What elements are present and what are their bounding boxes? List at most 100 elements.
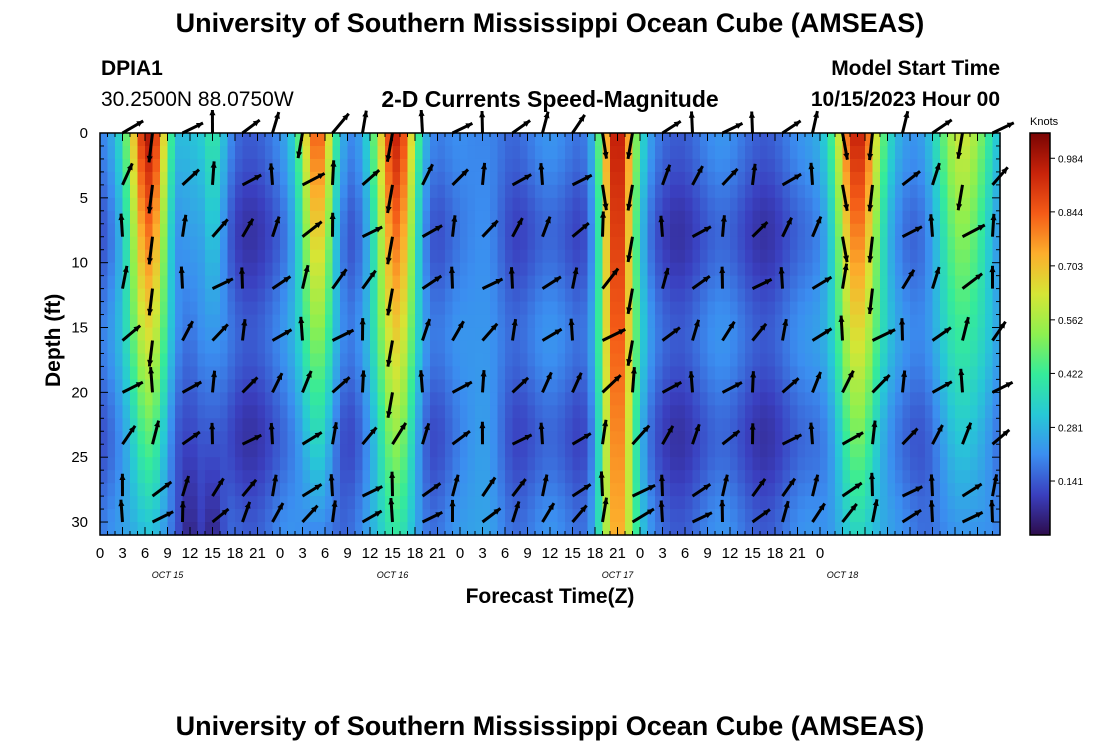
heat-cell: [790, 483, 799, 497]
heat-cell: [467, 353, 476, 368]
heat-cell: [490, 210, 499, 225]
current-arrow: [721, 381, 743, 394]
heat-cell: [632, 184, 641, 199]
heat-cell: [137, 288, 146, 303]
heat-cell: [542, 483, 551, 497]
heat-cell: [250, 366, 259, 380]
heat-cell: [527, 197, 536, 212]
heat-cell: [715, 210, 724, 225]
heat-cell: [602, 262, 611, 277]
heat-cell: [565, 301, 574, 316]
current-arrow: [721, 167, 739, 186]
heat-cell: [932, 301, 941, 316]
heat-cell: [295, 483, 304, 497]
heat-cell: [910, 522, 919, 536]
heat-cell: [610, 405, 619, 419]
heat-cell: [145, 210, 154, 225]
heat-cell: [197, 366, 206, 380]
heat-cell: [467, 392, 476, 406]
heat-cell: [370, 444, 379, 458]
heat-cell: [775, 379, 784, 393]
heat-cell: [467, 444, 476, 458]
heat-cell: [167, 249, 176, 264]
heat-cell: [152, 483, 161, 497]
heat-cell: [122, 392, 131, 406]
current-arrow: [871, 373, 891, 394]
heat-cell: [317, 366, 326, 380]
heat-cell: [670, 444, 679, 458]
heat-cell: [490, 327, 499, 342]
heat-cell: [490, 249, 499, 264]
heat-cell: [790, 470, 799, 484]
heat-cell: [340, 340, 349, 355]
heat-cell: [467, 457, 476, 471]
heat-cell: [970, 197, 979, 212]
heat-cell: [235, 392, 244, 406]
heat-cell: [520, 158, 529, 173]
heat-cell: [347, 197, 356, 212]
heat-cell: [752, 418, 761, 432]
heat-cell: [115, 457, 124, 471]
heat-cell: [835, 327, 844, 342]
heat-cell: [145, 431, 154, 445]
heat-cell: [730, 145, 739, 160]
heat-cell: [970, 314, 979, 329]
heat-cell: [610, 184, 619, 199]
heat-cell: [212, 184, 221, 199]
heat-cell: [602, 366, 611, 380]
heat-cell: [932, 145, 941, 160]
heat-cell: [295, 158, 304, 173]
heat-cell: [115, 210, 124, 225]
heat-cell: [977, 470, 986, 484]
heat-cell: [827, 133, 836, 147]
current-arrow: [931, 162, 941, 186]
heat-cell: [460, 509, 469, 523]
heat-cell: [722, 496, 731, 510]
heat-cell: [130, 210, 139, 225]
heat-cell: [932, 405, 941, 419]
heat-cell: [460, 457, 469, 471]
heat-cell: [842, 522, 851, 536]
heat-cell: [197, 184, 206, 199]
heat-cell: [100, 522, 109, 536]
heat-cell: [107, 133, 116, 147]
heat-cell: [152, 210, 161, 225]
heat-cell: [977, 210, 986, 225]
heat-cell: [317, 275, 326, 290]
heat-cell: [812, 133, 821, 147]
heat-cell: [325, 444, 334, 458]
heat-cell: [715, 145, 724, 160]
x-tick-label: 21: [789, 545, 806, 562]
heat-cell: [347, 133, 356, 147]
heat-cell: [430, 262, 439, 277]
heat-cell: [827, 353, 836, 368]
current-arrow: [867, 184, 874, 212]
heat-cell: [745, 431, 754, 445]
heat-cell: [947, 262, 956, 277]
heat-cell: [497, 405, 506, 419]
heat-cell: [257, 457, 266, 471]
heat-cell: [677, 145, 686, 160]
heat-cell: [475, 145, 484, 160]
heat-cell: [985, 522, 994, 536]
heat-cell: [685, 171, 694, 186]
current-arrow: [658, 215, 665, 237]
heat-cell: [370, 379, 379, 393]
heat-cell: [340, 405, 349, 419]
heat-cell: [685, 262, 694, 277]
heat-cell: [760, 405, 769, 419]
heat-cell: [962, 522, 971, 536]
heat-cell: [145, 236, 154, 251]
heat-cell: [362, 288, 371, 303]
heat-cell: [647, 288, 656, 303]
heat-cell: [205, 496, 214, 510]
heat-cell: [572, 158, 581, 173]
heat-cell: [662, 314, 671, 329]
heat-cell: [685, 431, 694, 445]
heat-cell: [392, 522, 401, 536]
heat-cell: [122, 210, 131, 225]
heat-cell: [947, 171, 956, 186]
heat-cell: [445, 327, 454, 342]
heat-cell: [505, 184, 514, 199]
heat-cell: [452, 210, 461, 225]
